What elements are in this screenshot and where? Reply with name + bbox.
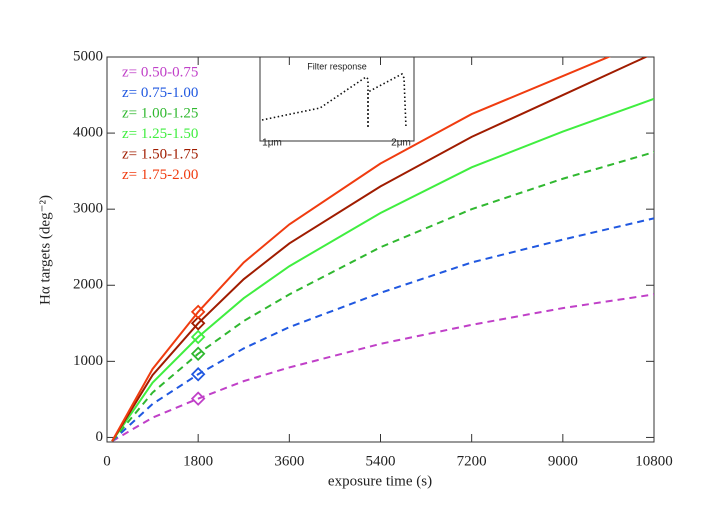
series-line	[111, 97, 654, 442]
x-tick-label: 7200	[457, 453, 487, 469]
y-tick-label: 0	[96, 429, 104, 445]
legend-entry: z= 0.50-0.75	[122, 64, 198, 80]
series-line	[111, 217, 654, 442]
x-tick-label: 3600	[274, 453, 304, 469]
x-tick-label: 0	[103, 453, 111, 469]
plot-area	[111, 57, 654, 442]
inset-label: 2μm	[391, 138, 411, 149]
legend-entry: z= 1.75-2.00	[122, 167, 198, 183]
y-tick-label: 1000	[73, 353, 103, 369]
legend-entry: z= 0.75-1.00	[122, 85, 198, 101]
inset-frame	[259, 56, 415, 142]
y-tick-label: 3000	[73, 201, 103, 217]
legend-entry: z= 1.25-1.50	[122, 126, 198, 142]
marker	[190, 391, 206, 406]
series-line	[111, 293, 654, 442]
marker	[190, 316, 206, 331]
marker	[190, 346, 206, 362]
y-tick-label: 2000	[73, 277, 103, 293]
y-axis-label: Hα targets (deg⁻²)	[37, 195, 53, 305]
series-line	[111, 57, 649, 442]
x-axis-label: exposure time (s)	[328, 473, 432, 489]
y-tick-label: 5000	[73, 48, 103, 64]
inset-label: 1μm	[262, 138, 282, 149]
y-tick-label: 4000	[73, 125, 103, 141]
inset: Filter response 1μm 2μm	[259, 56, 415, 149]
marker	[190, 304, 206, 320]
x-tick-label: 10800	[635, 453, 673, 469]
x-tick-label: 1800	[183, 453, 213, 469]
legend-entry: z= 1.50-1.75	[122, 146, 198, 162]
x-tick-label: 5400	[366, 453, 396, 469]
inset-title: Filter response	[307, 61, 367, 71]
marker	[190, 329, 206, 345]
series-line	[111, 151, 654, 442]
legend-entry: z= 1.00-1.25	[122, 105, 198, 121]
marker	[190, 367, 206, 382]
x-tick-label: 9000	[548, 453, 578, 469]
series-line	[111, 57, 612, 442]
